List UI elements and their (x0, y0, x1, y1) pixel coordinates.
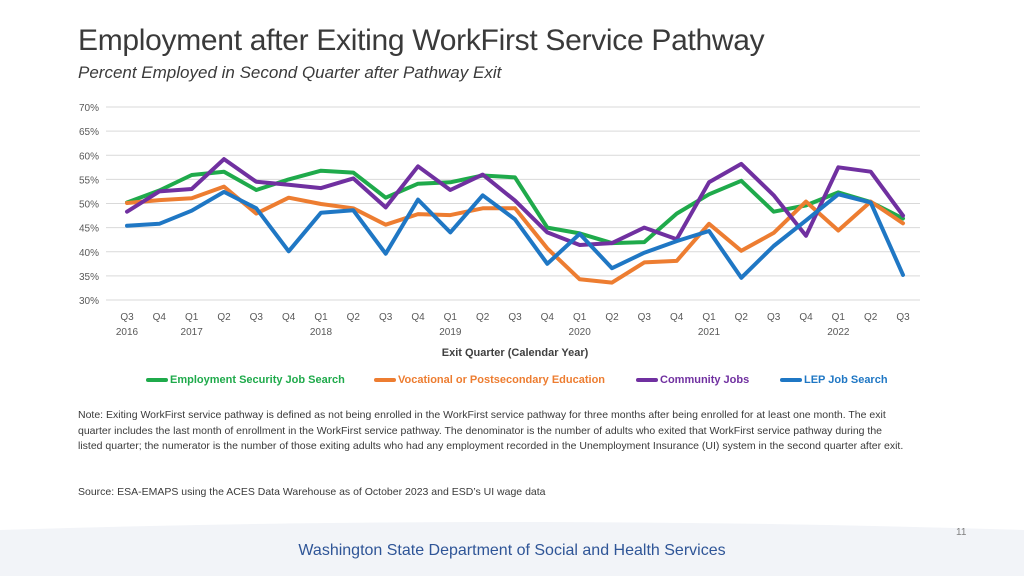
legend-item: Employment Security Job Search (146, 374, 345, 386)
x-tick-label: Q4 (411, 312, 425, 323)
chart-title: Employment after Exiting WorkFirst Servi… (78, 24, 765, 57)
y-tick-label: 70% (79, 103, 99, 114)
x-year-label: 2020 (569, 327, 592, 338)
y-tick-label: 35% (79, 272, 99, 283)
y-tick-label: 40% (79, 248, 99, 259)
legend-swatch (780, 378, 802, 382)
x-tick-label: Q2 (347, 312, 361, 323)
x-year-label: 2019 (439, 327, 462, 338)
x-year-label: 2016 (116, 327, 139, 338)
y-tick-label: 30% (79, 296, 99, 307)
agency-name: Washington State Department of Social an… (298, 542, 726, 559)
legend-item: Community Jobs (636, 374, 749, 386)
chart-legend: Employment Security Job Search Vocational… (0, 374, 1024, 392)
series-line-3 (125, 157, 905, 247)
x-tick-label: Q3 (638, 312, 652, 323)
legend-swatch (636, 378, 658, 382)
x-tick-label: Q4 (153, 312, 167, 323)
series-line-1 (125, 168, 905, 246)
x-tick-label: Q4 (282, 312, 296, 323)
series-line-4 (125, 189, 905, 280)
x-year-label: 2021 (698, 327, 721, 338)
x-tick-label: Q1 (444, 312, 458, 323)
x-axis-title: Exit Quarter (Calendar Year) (442, 347, 589, 359)
x-tick-label: Q1 (832, 312, 846, 323)
legend-label: Vocational or Postsecondary Education (398, 374, 606, 386)
legend-label: LEP Job Search (804, 374, 888, 386)
x-tick-label: Q3 (767, 312, 781, 323)
x-tick-label: Q2 (605, 312, 619, 323)
y-tick-label: 65% (79, 127, 99, 138)
x-tick-label: Q4 (541, 312, 555, 323)
x-tick-label: Q4 (799, 312, 813, 323)
series-line-2 (125, 184, 905, 285)
x-tick-label: Q3 (508, 312, 522, 323)
legend-label: Community Jobs (660, 374, 750, 386)
page-number: 11 (956, 527, 967, 538)
y-tick-label: 45% (79, 224, 99, 235)
x-year-label: 2017 (181, 327, 204, 338)
x-year-label: 2018 (310, 327, 333, 338)
chart-subtitle: Percent Employed in Second Quarter after… (78, 63, 502, 82)
x-tick-label: Q3 (250, 312, 264, 323)
data-source: Source: ESA-EMAPS using the ACES Data Wa… (78, 486, 546, 498)
chart-note: Note: Exiting WorkFirst service pathway … (78, 409, 904, 452)
line-chart: 30% 35% 40% 45% 50% 55% 60% 65% 70% Q3 Q4 Q1 Q2 Q3 Q4 Q… (79, 103, 920, 359)
legend-label: Employment Security Job Search (170, 374, 345, 386)
x-year-label: 2022 (827, 327, 850, 338)
footer-band (0, 522, 1024, 576)
legend-item: Vocational or Postsecondary Education (374, 374, 605, 386)
x-tick-label: Q1 (185, 312, 199, 323)
x-tick-label: Q3 (896, 312, 910, 323)
y-tick-label: 60% (79, 151, 99, 162)
x-tick-label: Q1 (573, 312, 587, 323)
x-tick-label: Q2 (864, 312, 878, 323)
legend-swatch (374, 378, 396, 382)
legend-swatch (146, 378, 168, 382)
x-tick-label: Q2 (217, 312, 231, 323)
x-tick-label: Q1 (314, 312, 328, 323)
legend-item: LEP Job Search (780, 374, 888, 386)
x-tick-label: Q1 (702, 312, 716, 323)
x-tick-label: Q3 (120, 312, 134, 323)
x-tick-label: Q3 (379, 312, 393, 323)
y-tick-label: 55% (79, 175, 99, 186)
x-tick-label: Q2 (476, 312, 490, 323)
x-tick-label: Q4 (670, 312, 684, 323)
y-tick-label: 50% (79, 200, 99, 211)
x-tick-label: Q2 (735, 312, 749, 323)
